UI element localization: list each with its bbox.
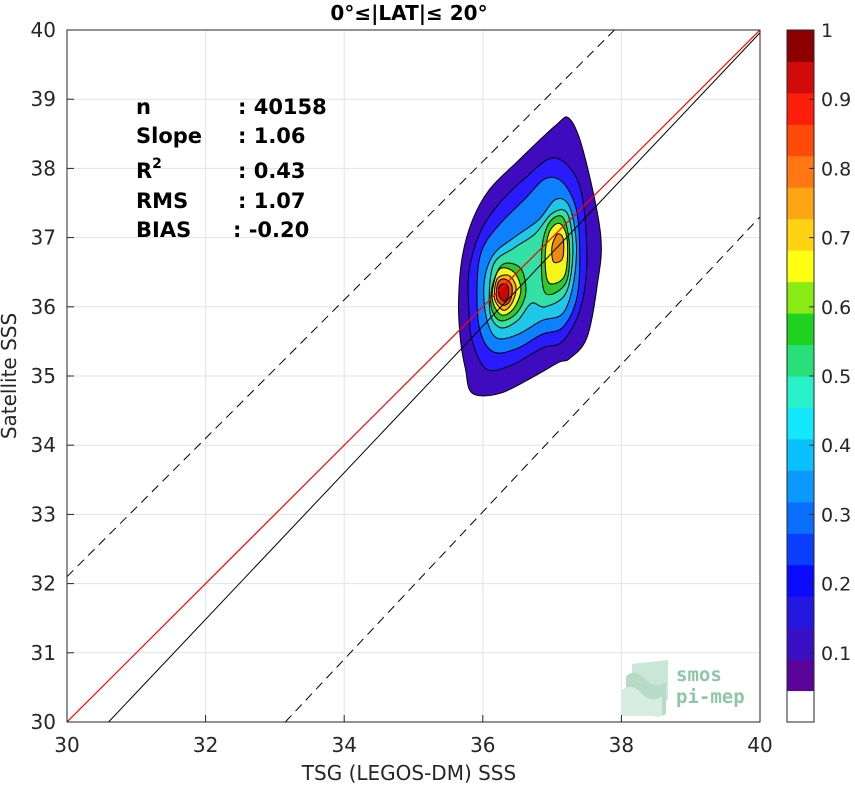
- y-tick-label: 33: [31, 502, 56, 526]
- y-tick-label: 35: [31, 364, 56, 388]
- density-contours: [457, 116, 602, 397]
- x-tick-label: 32: [193, 733, 218, 757]
- stats-box: n : 40158 Slope : 1.06 R2 : 0.43 RMS : 1…: [136, 95, 327, 242]
- identity-line: [67, 30, 760, 722]
- fit-line: [108, 32, 760, 722]
- y-tick-label: 38: [31, 156, 56, 180]
- colorbar-band: [787, 187, 814, 220]
- y-tick-label: 40: [31, 18, 56, 42]
- colorbar-tick-label: 0.2: [821, 574, 851, 596]
- plot-title: 0°≤|LAT|≤ 20°: [330, 1, 487, 25]
- stat-rms-value: : 1.07: [238, 189, 306, 213]
- colorbar-band: [787, 564, 814, 597]
- colorbar-band: [787, 596, 814, 629]
- x-axis-title: TSG (LEGOS-DM) SSS: [301, 761, 516, 785]
- smos-pi-mep-logo: smos pi-mep: [622, 660, 745, 717]
- y-tick-label: 32: [31, 572, 56, 596]
- stat-r2-superscript: 2: [152, 156, 162, 172]
- stat-bias-value: : -0.20: [233, 218, 309, 242]
- grid: [66, 29, 761, 723]
- y-tick-label: 39: [31, 87, 56, 111]
- colorbar-band: [787, 376, 814, 408]
- y-tick-label: 37: [31, 226, 56, 250]
- reference-lines: [67, 30, 760, 722]
- stat-r2-value: : 0.43: [238, 159, 306, 183]
- colorbar-band: [787, 627, 814, 660]
- stat-bias-label: BIAS: [136, 218, 191, 242]
- logo-text-pi-mep: pi-mep: [676, 686, 745, 708]
- logo-wave-icon: [622, 660, 668, 717]
- stat-slope-value: : 1.06: [238, 124, 306, 148]
- colorbar-band: [787, 690, 814, 723]
- stat-r2-letter: R: [136, 159, 152, 183]
- colorbar-band: [787, 438, 814, 471]
- colorbar-band: [787, 281, 814, 314]
- axis-ticks: 30 32 34 36 38 40 30 31 32 33 34 35 36 37 38 39 40: [31, 18, 773, 757]
- colorbar-band: [787, 250, 814, 283]
- stat-r2-label: R2: [136, 156, 162, 183]
- stat-slope-label: Slope: [136, 124, 202, 148]
- colorbar-band: [787, 501, 814, 534]
- colorbar-band: [787, 124, 814, 157]
- y-tick-label: 36: [31, 295, 56, 319]
- colorbar-band: [787, 61, 814, 94]
- y-tick-label: 30: [31, 710, 56, 734]
- colorbar-band: [787, 344, 814, 377]
- y-tick-label: 31: [31, 641, 56, 665]
- colorbar-tick-label: 0.7: [821, 228, 851, 250]
- colorbar-band: [787, 659, 814, 692]
- colorbar-tick-label: 0.5: [821, 366, 851, 388]
- colorbar-band: [787, 30, 814, 62]
- density-contour: [551, 233, 565, 264]
- colorbar-tick-label: 0.9: [821, 89, 851, 111]
- x-tick-label: 38: [609, 733, 634, 757]
- x-tick-label: 36: [470, 733, 495, 757]
- stat-rms-label: RMS: [136, 189, 188, 213]
- x-tick-label: 40: [747, 733, 772, 757]
- lower-bound-line: [284, 216, 760, 722]
- x-tick-label: 30: [54, 733, 79, 757]
- colorbar-band: [787, 407, 814, 440]
- colorbar-tick-label: 0.8: [821, 158, 851, 180]
- stat-n-value: : 40158: [238, 95, 327, 119]
- y-tick-label: 34: [31, 433, 56, 457]
- colorbar-tick-label: 0.3: [821, 504, 851, 526]
- colorbar-tick-label: 0.4: [821, 435, 851, 457]
- x-tick-label: 34: [331, 733, 356, 757]
- colorbar-band: [787, 155, 814, 188]
- colorbar: 0.1 0.2 0.3 0.4 0.5 0.6 0.7 0.8 0.9 1: [786, 20, 851, 723]
- stat-n-label: n: [136, 95, 151, 119]
- colorbar-tick-label: 0.1: [821, 643, 851, 665]
- colorbar-band: [787, 470, 814, 503]
- colorbar-band: [787, 218, 814, 251]
- colorbar-band: [787, 533, 814, 566]
- colorbar-tick-label: 1: [821, 20, 833, 42]
- colorbar-tick-label: 0.6: [821, 297, 851, 319]
- colorbar-band: [787, 92, 814, 125]
- colorbar-band: [787, 313, 814, 346]
- logo-text-smos: smos: [676, 664, 722, 686]
- y-axis-title: Satellite SSS: [0, 313, 21, 439]
